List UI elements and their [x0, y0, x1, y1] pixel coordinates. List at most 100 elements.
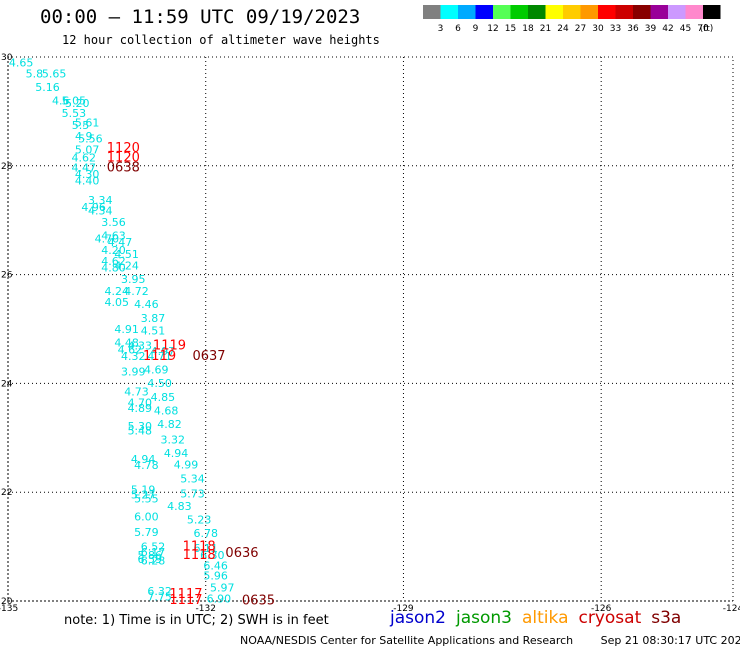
wave-height-label: 5.30 — [128, 420, 153, 433]
pass-time-label: 0636 — [225, 546, 258, 561]
wave-height-label: 4.96 — [81, 201, 106, 214]
pass-time-label: 1120 — [107, 151, 140, 166]
chart-title: 00:00 – 11:59 UTC 09/19/2023 — [40, 6, 361, 28]
color-scale-label: 3 — [438, 24, 444, 34]
wave-height-label: 6.52 — [141, 541, 166, 554]
wave-height-label: 3.32 — [161, 433, 186, 446]
chart-subtitle: 12 hour collection of altimeter wave hei… — [62, 33, 380, 47]
wave-height-label: 4.47 — [72, 161, 97, 174]
wave-height-label: 4.32 — [121, 350, 146, 363]
wave-height-label: 5.27 — [131, 488, 156, 501]
wave-height-label: 3.56 — [101, 216, 126, 229]
wave-height-label: 5.8 — [26, 67, 44, 80]
color-scale-swatch — [633, 5, 651, 19]
color-scale-label: 12 — [487, 24, 498, 34]
color-scale-label: 42 — [662, 24, 673, 34]
wave-height-label: 4.20 — [101, 244, 126, 257]
pass-time-label: 1119 — [153, 338, 186, 353]
color-scale-swatch — [440, 5, 458, 19]
x-tick-label: -132 — [196, 604, 216, 612]
wave-height-label: 4.69 — [144, 363, 169, 376]
wave-height-label: 6.28 — [141, 555, 166, 568]
color-scale-swatch — [615, 5, 633, 19]
color-scale-label: 27 — [575, 24, 586, 34]
pass-time-label: 1118 — [183, 540, 216, 555]
color-scale-swatch — [598, 5, 616, 19]
wave-height-label: 4.63 — [101, 229, 126, 242]
wave-height-label: 3.87 — [141, 312, 166, 325]
wave-height-label: 4.24 — [114, 259, 139, 272]
wave-height-label: 5.97 — [210, 581, 235, 594]
wave-height-label: 5.23 — [187, 513, 212, 526]
wave-height-label: 4.34 — [88, 204, 113, 217]
color-scale-swatch — [458, 5, 476, 19]
wave-height-label: 4.05 — [105, 296, 130, 309]
pass-time-label: 0638 — [107, 160, 140, 175]
wave-height-label: 5.56 — [78, 133, 103, 146]
wave-height-label: 4.62 — [101, 255, 126, 268]
wave-height-label: 4.78 — [134, 459, 159, 472]
color-scale-label: 18 — [522, 24, 534, 34]
pass-time-label: 0635 — [242, 593, 275, 608]
wave-height-label: 6.78 — [193, 527, 218, 540]
color-scale-label: 39 — [645, 24, 657, 34]
wave-height-label: 4.30 — [75, 168, 100, 181]
x-tick-label: -135 — [0, 604, 18, 612]
wave-height-label: 5.19 — [131, 483, 156, 496]
satellite-legend-jason2: jason2 — [390, 608, 446, 628]
color-scale-label: 6 — [455, 24, 461, 34]
wave-height-label: 5.61 — [75, 116, 100, 129]
wave-height-label: 4.83 — [167, 500, 192, 513]
wave-height-label: 4.70 — [95, 233, 120, 246]
pass-time-label: 1120 — [107, 141, 140, 156]
footer: NOAA/NESDIS Center for Satellite Applica… — [240, 634, 740, 647]
wave-height-label: 4.94 — [131, 453, 156, 466]
color-scale-label: 33 — [610, 24, 621, 34]
wave-height-label: 4.40 — [75, 174, 100, 187]
color-scale-label: 30 — [592, 24, 604, 34]
note-text: note: 1) Time is in UTC; 2) SWH is in fe… — [64, 613, 329, 628]
satellite-legend: jason2 jason3 altika cryosat s3a — [390, 608, 691, 628]
wave-height-label: 6.46 — [203, 560, 228, 573]
wave-height-label: 4.24 — [105, 285, 130, 298]
color-scale-label: 15 — [505, 24, 516, 34]
wave-height-label: 5.34 — [180, 473, 205, 486]
x-tick-label: -129 — [393, 604, 414, 612]
wave-height-chart: -135-132-129-126-123-1243028262422204.65… — [0, 53, 740, 612]
wave-height-label: 5.48 — [128, 425, 153, 438]
wave-height-label: 3.99 — [121, 365, 146, 378]
wave-height-label: 6.59 — [137, 553, 162, 566]
wave-height-label: 4.91 — [114, 323, 139, 336]
color-scale-swatch — [493, 5, 511, 19]
wave-height-label: 4.97 — [151, 345, 176, 358]
wave-height-label: 4.94 — [164, 447, 189, 460]
wave-height-label: 5.05 — [62, 95, 87, 108]
y-tick-label: 22 — [1, 488, 12, 498]
wave-height-label: 4.72 — [124, 285, 149, 298]
plot-border — [7, 56, 734, 602]
wave-height-label: 5.55 — [134, 493, 159, 506]
x-tick-label: -124 — [723, 604, 740, 612]
y-tick-label: 20 — [1, 597, 13, 607]
wave-height-label: 5.79 — [134, 526, 159, 539]
wave-height-label: 4.51 — [141, 325, 166, 338]
wave-height-label: 6.30 — [200, 549, 225, 562]
wave-height-label: 5.96 — [203, 569, 228, 582]
pass-time-label: 0637 — [192, 349, 225, 364]
wave-height-label: 4.33 — [128, 339, 153, 352]
color-scale-swatch — [423, 5, 441, 19]
wave-height-label: 6.90 — [207, 592, 232, 605]
wave-height-label: 4.89 — [128, 402, 153, 415]
wave-height-label: 4.9 — [75, 130, 93, 143]
wave-height-label: 5.86 — [137, 549, 162, 562]
color-scale-swatch — [580, 5, 598, 19]
wave-height-label: 5.53 — [62, 107, 87, 120]
x-tick-label: -126 — [591, 604, 612, 612]
satellite-legend-s3a: s3a — [651, 608, 682, 628]
color-scale-label: 9 — [473, 24, 479, 34]
wave-height-label: 4.80 — [101, 262, 126, 275]
wave-height-label: 5.5 — [72, 119, 90, 132]
color-scale-swatch — [703, 5, 721, 19]
color-scale-swatch — [510, 5, 528, 19]
color-scale-label: 45 — [680, 24, 691, 34]
